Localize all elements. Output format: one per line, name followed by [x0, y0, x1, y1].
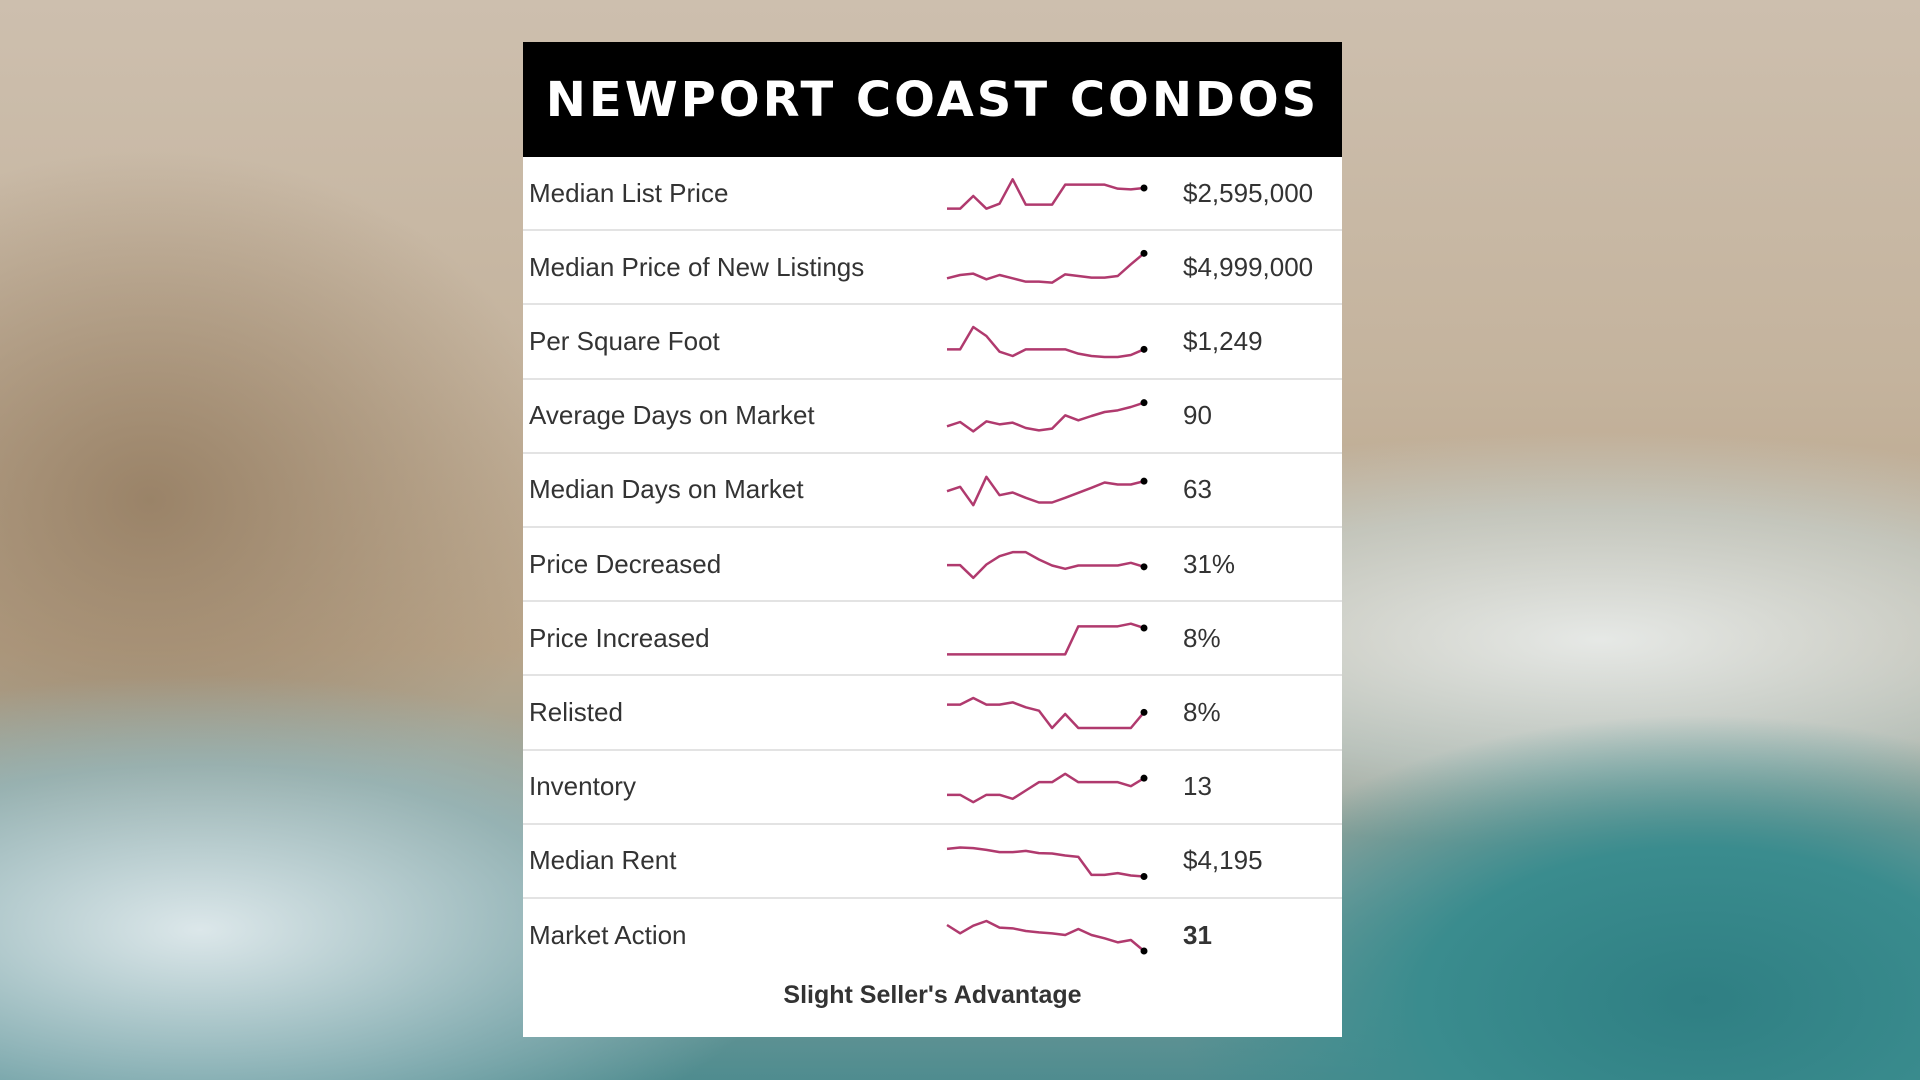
row-value: $1,249 [1183, 325, 1263, 356]
card-header: NEWPORT COAST CONDOS [523, 42, 1342, 157]
row-label: Average Days on Market [529, 400, 815, 431]
row-value: $4,999,000 [1183, 251, 1314, 282]
sparkline [946, 845, 1148, 880]
row-value: $4,195 [1183, 845, 1263, 876]
sparkline-endpoint [1140, 250, 1148, 258]
sparkline [946, 919, 1148, 955]
table-row: Inventory 13 [523, 751, 1342, 825]
row-value: 8% [1183, 622, 1221, 653]
row-value: 8% [1183, 696, 1221, 727]
table-row: Median Days on Market 63 [523, 454, 1342, 528]
sparkline-line [946, 401, 1145, 433]
sparkline [947, 772, 1148, 803]
stats-table: Median List Price $2,595,000 Median Price … [523, 157, 1342, 973]
sparkline [946, 475, 1148, 507]
row-value: $2,595,000 [1183, 177, 1314, 208]
row-value: 31% [1183, 548, 1236, 579]
row-label: Price Increased [529, 622, 710, 653]
sparkline-endpoint [1140, 184, 1148, 192]
row-label: Market Action [529, 920, 687, 951]
table-row: Market Action 31 [523, 899, 1342, 973]
row-label: Relisted [529, 696, 623, 727]
sparkline-line [946, 919, 1145, 952]
sparkline-endpoint [1140, 872, 1148, 880]
sparkline [946, 250, 1148, 285]
sparkline-line [947, 550, 1145, 580]
sparkline [947, 326, 1148, 359]
sparkline-line [947, 772, 1145, 803]
sparkline-endpoint [1140, 563, 1148, 571]
sparkline-endpoint [1140, 477, 1148, 485]
table-row: Per Square Foot $1,249 [523, 305, 1342, 380]
sparkline-endpoint [1140, 346, 1148, 354]
sparkline [947, 550, 1148, 580]
sparkline [946, 398, 1148, 433]
sparkline-endpoint [1140, 947, 1148, 955]
page-title: NEWPORT COAST CONDOS [545, 71, 1320, 128]
sparkline [947, 622, 1148, 656]
table-row: Median List Price $2,595,000 [523, 157, 1342, 232]
table-row: Median Price of New Listings $4,999,000 [523, 231, 1342, 306]
row-label: Median Days on Market [529, 474, 804, 505]
row-label: Median Price of New Listings [529, 251, 865, 282]
table-row: Average Days on Market 90 [523, 380, 1342, 454]
row-value: 63 [1183, 474, 1212, 505]
market-stats-card: NEWPORT COAST CONDOS Median List Price $2… [523, 42, 1342, 1037]
sparkline [947, 178, 1148, 210]
row-label: Median Rent [529, 845, 677, 876]
sparkline-endpoint [1140, 624, 1148, 632]
row-label: Per Square Foot [529, 325, 720, 356]
row-label: Median List Price [529, 177, 729, 208]
sparkline-line [947, 178, 1145, 210]
row-value: 31 [1183, 920, 1212, 951]
row-value: 13 [1183, 771, 1212, 802]
row-label: Inventory [529, 771, 636, 802]
sparkline-line [946, 252, 1145, 285]
sparkline-line [946, 845, 1145, 878]
row-label: Price Decreased [529, 548, 722, 579]
market-action-summary: Slight Seller's Advantage [783, 981, 1082, 1010]
sparkline-endpoint [1140, 398, 1148, 406]
sparkline [947, 697, 1148, 730]
table-row: Median Rent $4,195 [523, 825, 1342, 899]
row-value: 90 [1183, 400, 1212, 431]
sparkline-line [947, 697, 1145, 730]
sparkline-endpoint [1140, 774, 1148, 782]
table-row: Relisted 8% [523, 676, 1342, 751]
table-row: Price Decreased 31% [523, 528, 1342, 603]
sparkline-line [946, 475, 1145, 507]
sparkline-endpoint [1140, 709, 1148, 717]
table-row: Price Increased 8% [523, 602, 1342, 677]
sparkline-line [947, 326, 1145, 359]
sparkline-line [947, 622, 1145, 656]
